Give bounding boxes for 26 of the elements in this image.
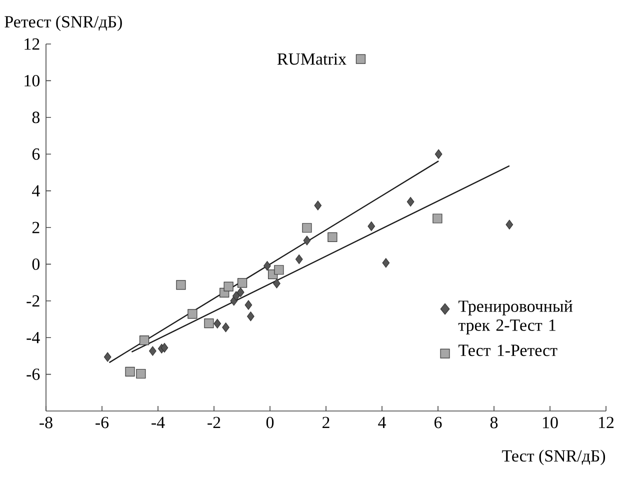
annotation: RUMatrix: [277, 53, 346, 65]
y-tick-label: 0: [32, 258, 40, 270]
x-tick-label: 12: [599, 416, 614, 428]
x-tick-label: 6: [434, 416, 442, 428]
x-tick-label: 8: [490, 416, 498, 428]
x-tick-label: -4: [152, 416, 165, 428]
y-tick-label: 10: [24, 74, 40, 86]
y-tick-label: -2: [26, 295, 40, 307]
x-tick-label: 0: [266, 416, 274, 428]
x-tick-label: -6: [96, 416, 109, 428]
y-tick-label: -6: [26, 368, 40, 380]
x-tick-label: -2: [208, 416, 220, 428]
y-tick-label: 6: [32, 148, 40, 160]
x-tick-label: 4: [378, 416, 386, 428]
y-axis-title: Ретест (SNR/дБ): [4, 16, 122, 31]
x-tick-label: 2: [322, 416, 330, 428]
y-tick-label: 12: [24, 38, 40, 50]
legend-label: Тест 1-Ретест: [458, 344, 558, 356]
y-tick-label: 8: [32, 112, 40, 124]
x-axis-title: Тест (SNR/дБ): [502, 450, 606, 466]
legend-label: Тренировочный трек 2-Тест 1: [458, 300, 573, 334]
y-tick-label: 4: [32, 185, 40, 196]
x-tick-label: 10: [543, 416, 558, 428]
y-tick-label: 2: [32, 222, 40, 234]
y-tick-label: -4: [26, 332, 40, 344]
x-tick-label: -8: [40, 416, 52, 428]
